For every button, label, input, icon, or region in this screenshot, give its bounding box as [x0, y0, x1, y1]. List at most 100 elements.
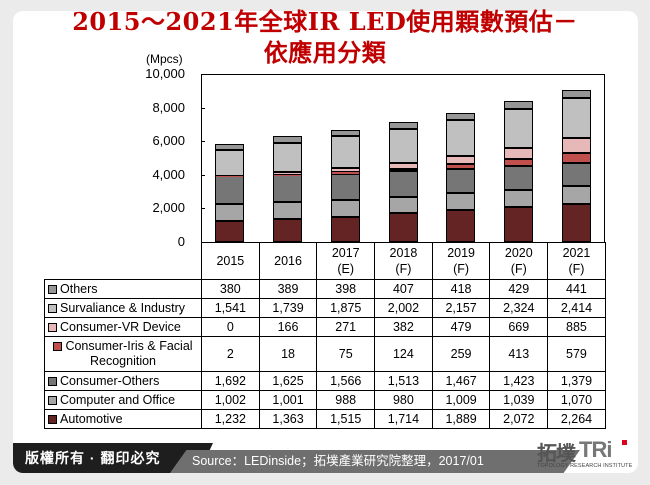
- table-cell: 1,232: [201, 409, 260, 429]
- table-header-year: 2017 (E): [316, 242, 376, 280]
- bar-segment-others: [561, 90, 591, 98]
- bar-segment-survaliance-industry: [388, 129, 418, 163]
- table-cell: 1,423: [489, 371, 549, 391]
- bar-segment-others: [215, 143, 245, 151]
- bar-segment-others: [388, 122, 418, 130]
- bar-segment-automotive: [215, 221, 245, 242]
- table-cell: 382: [374, 317, 433, 337]
- table-cell: 2: [201, 336, 260, 372]
- bar-segment-survaliance-industry: [330, 136, 360, 168]
- bar-segment-consumer-vr-device: [503, 147, 533, 159]
- table-cell: 479: [431, 317, 491, 337]
- bar-segment-consumer-vr-device: [330, 167, 360, 173]
- y-tick-label: 10,000: [145, 66, 185, 81]
- table-row: Survaliance & Industry 1,541 1,739 1,875 2,0…: [44, 298, 606, 318]
- table-header-year: 2020 (F): [489, 242, 549, 280]
- bar-segment-consumer-vr-device: [446, 156, 476, 165]
- plot-area: [201, 74, 605, 242]
- bar-segment-automotive: [273, 219, 303, 242]
- legend-swatch-icon: [48, 377, 57, 386]
- table-cell: 1,515: [316, 409, 376, 429]
- bar-segment-consumer-iris-facial-recognition: [503, 158, 533, 166]
- bar-segment-consumer-vr-device: [561, 138, 591, 154]
- bar-segment-consumer-others: [503, 165, 533, 190]
- table-cell: 1,070: [547, 390, 606, 410]
- logo-red-dot: [622, 440, 627, 445]
- table-cell: 885: [547, 317, 606, 337]
- bar-segment-consumer-others: [561, 162, 591, 186]
- title-line-2: 依應用分類: [263, 38, 387, 67]
- y-tick-label: 2,000: [152, 200, 185, 216]
- bar-segment-computer-and-office: [330, 199, 360, 217]
- bar-segment-computer-and-office: [503, 189, 533, 208]
- table-cell: 18: [258, 336, 318, 372]
- table-cell: 271: [316, 317, 376, 337]
- table-cell: 1,001: [258, 390, 318, 410]
- table-cell: 1,039: [489, 390, 549, 410]
- bar-segment-automotive: [561, 203, 591, 242]
- bar-segment-others: [330, 129, 360, 137]
- table-cell: 0: [201, 317, 260, 337]
- legend-label: Survaliance & Industry: [44, 298, 202, 318]
- table-cell: 669: [489, 317, 549, 337]
- y-tick-label: 0: [177, 234, 185, 249]
- y-tick-label: 4,000: [152, 166, 185, 182]
- table-cell: 75: [316, 336, 376, 372]
- table-cell: 1,467: [431, 371, 491, 391]
- bar-segment-automotive: [330, 216, 360, 242]
- legend-label: Others: [44, 279, 202, 299]
- bar-segment-survaliance-industry: [503, 108, 533, 148]
- table-row: Consumer-Iris & Facial Recognition 2 18 75 12…: [44, 336, 606, 372]
- bar-segment-others: [273, 136, 303, 143]
- bar-segment-survaliance-industry: [446, 120, 476, 157]
- bar-segment-consumer-iris-facial-recognition: [446, 164, 476, 169]
- bar-segment-consumer-iris-facial-recognition: [561, 153, 591, 163]
- bar-segment-consumer-others: [446, 168, 476, 194]
- bar-segment-computer-and-office: [273, 202, 303, 220]
- table-cell: 441: [547, 279, 606, 299]
- table-row: Computer and Office 1,002 1,001 988 980 1,009…: [44, 390, 606, 410]
- table-cell: 2,264: [547, 409, 606, 429]
- bar-segment-consumer-others: [215, 176, 245, 205]
- table-cell: 1,875: [316, 298, 376, 318]
- bar-segment-consumer-others: [330, 173, 360, 200]
- legend-swatch-icon: [48, 396, 57, 405]
- y-tick-mark: [201, 174, 205, 176]
- logo-chinese: 拓墣: [537, 441, 576, 465]
- table-cell: 413: [489, 336, 549, 372]
- table-cell: 2,414: [547, 298, 606, 318]
- legend-swatch-icon: [48, 304, 57, 313]
- table-cell: 259: [431, 336, 491, 372]
- table-header-year: 2018 (F): [374, 242, 433, 280]
- table-cell: 1,541: [201, 298, 260, 318]
- bar-segment-consumer-iris-facial-recognition: [273, 174, 303, 176]
- title-line-1: 2015～2021年全球IR LED使用顆數預估－: [72, 7, 578, 36]
- bar-segment-consumer-others: [273, 174, 303, 203]
- table-cell: 124: [374, 336, 433, 372]
- table-cell: 2,324: [489, 298, 549, 318]
- y-tick-label: 8,000: [152, 99, 185, 115]
- table-cell: 1,625: [258, 371, 318, 391]
- table-cell: 980: [374, 390, 433, 410]
- table-cell: 2,072: [489, 409, 549, 429]
- bar-segment-consumer-iris-facial-recognition: [330, 172, 360, 174]
- bar-segment-consumer-vr-device: [273, 171, 303, 175]
- bar-segment-others: [446, 113, 476, 121]
- bar-segment-automotive: [388, 213, 418, 242]
- bar-segment-automotive: [446, 210, 476, 242]
- logo-subtitle: TOPOLOGY RESEARCH INSTITUTE: [537, 463, 633, 469]
- bar-segment-consumer-iris-facial-recognition: [388, 169, 418, 172]
- table-cell: 1,009: [431, 390, 491, 410]
- y-tick-mark: [201, 208, 205, 210]
- data-table: 2015 2016 2017 (E) 2018 (F) 2019 (F) 2020 (F) 2021…: [44, 242, 606, 429]
- legend-label: Automotive: [44, 409, 202, 429]
- table-cell: 988: [316, 390, 376, 410]
- table-cell: 2,002: [374, 298, 433, 318]
- table-row: Consumer-Others 1,692 1,625 1,566 1,513 1,467…: [44, 371, 606, 391]
- table-cell: 1,002: [201, 390, 260, 410]
- table-header-year: 2021 (F): [547, 242, 606, 280]
- bar-segment-consumer-vr-device: [388, 162, 418, 170]
- y-axis-unit: (Mpcs): [146, 52, 183, 66]
- table-cell: 407: [374, 279, 433, 299]
- table-row: Others 380 389 398 407 418 429 441: [44, 279, 606, 299]
